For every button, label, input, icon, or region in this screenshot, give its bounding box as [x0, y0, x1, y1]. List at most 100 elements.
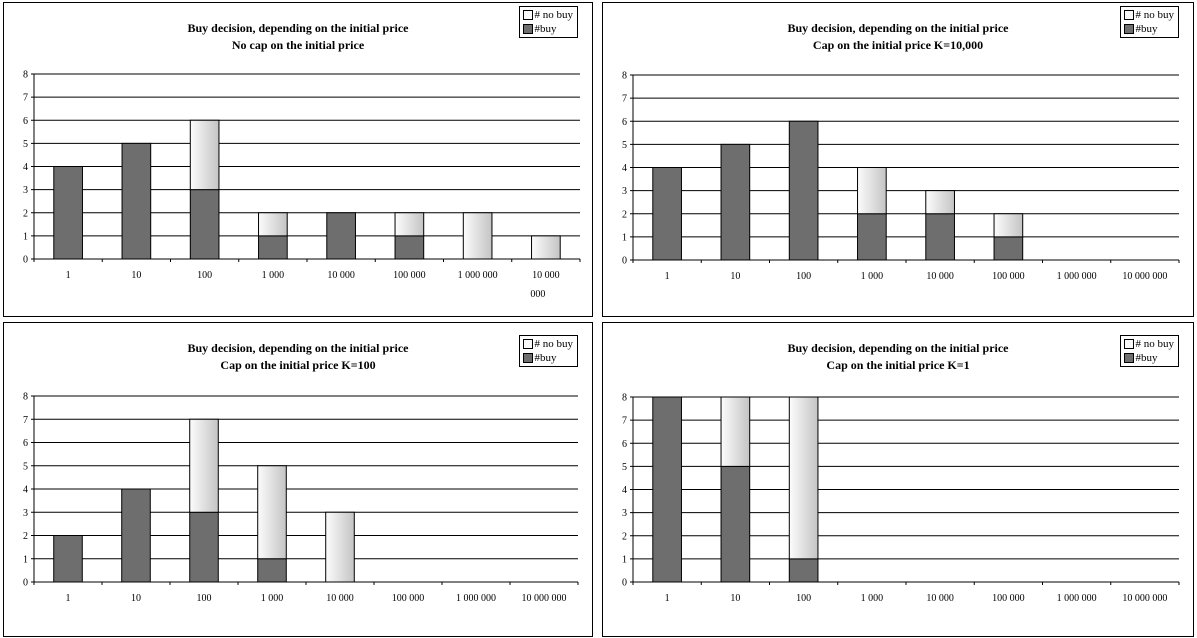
x-tick-label: 10 000	[326, 593, 354, 604]
x-tick-label: 1 000 000	[1057, 271, 1097, 282]
bar-buy	[858, 214, 887, 260]
y-tick-label: 4	[622, 485, 627, 496]
y-tick-label: 7	[23, 93, 28, 104]
x-tick-label: 1 000 000	[1057, 593, 1097, 604]
y-tick-label: 1	[622, 554, 627, 565]
y-tick-label: 5	[622, 140, 627, 151]
x-tick-label: 10 000	[532, 270, 560, 281]
bar-no-buy	[721, 397, 750, 466]
x-tick-label: 1	[66, 593, 71, 604]
x-tick-label: 1 000	[262, 270, 285, 281]
y-tick-label: 2	[23, 208, 28, 219]
y-tick-label: 1	[23, 554, 28, 565]
y-tick-label: 6	[23, 116, 28, 127]
bar-no-buy	[789, 397, 818, 559]
y-tick-label: 2	[622, 531, 627, 542]
y-tick-label: 6	[23, 438, 28, 449]
x-tick-label: 1	[66, 270, 71, 281]
bar-buy	[327, 213, 356, 259]
y-tick-label: 3	[23, 508, 28, 519]
bar-buy	[122, 489, 151, 582]
x-tick-label: 100 000	[992, 271, 1025, 282]
chart-panel-no-cap: Buy decision, depending on the initial p…	[3, 2, 593, 317]
bar-buy	[653, 168, 682, 261]
chart-panel-cap-10000: Buy decision, depending on the initial p…	[602, 2, 1194, 317]
bar-buy	[789, 559, 818, 582]
y-tick-label: 0	[23, 578, 28, 589]
y-tick-label: 0	[622, 578, 627, 589]
y-tick-label: 7	[622, 94, 627, 105]
y-tick-label: 2	[23, 531, 28, 542]
y-tick-label: 4	[23, 485, 28, 496]
x-tick-label: 1 000 000	[458, 270, 498, 281]
y-tick-label: 8	[622, 393, 627, 404]
bar-no-buy	[190, 120, 219, 189]
bar-buy	[190, 190, 219, 259]
y-tick-label: 0	[622, 256, 627, 267]
bar-no-buy	[532, 236, 561, 259]
x-tick-label: 100	[197, 270, 212, 281]
chart-plot: 0 1 2 3 4 5 6 7 8 1 10 100 1 000 10 000 100 000 1 000 0…	[4, 323, 594, 638]
x-tick-label: 100	[796, 593, 811, 604]
x-tick-label: 1 000 000	[456, 593, 496, 604]
x-tick-label: 1	[665, 593, 670, 604]
bar-buy	[258, 559, 287, 582]
bar-buy	[721, 466, 750, 582]
chart-plot: 0 1 2 3 4 5 6 7 8 1 10 100 1 000 10 000 100 000 1 000 0…	[603, 3, 1195, 318]
y-tick-label: 4	[23, 162, 28, 173]
bar-no-buy	[926, 191, 955, 214]
y-tick-label: 7	[23, 415, 28, 426]
x-tick-label: 100 000	[393, 270, 426, 281]
x-tick-label: 10 000	[926, 271, 954, 282]
y-tick-label: 3	[622, 186, 627, 197]
chart-plot: 0 1 2 3 4 5 6 7 8 1 10 100 1 000 10 000 100 000 1 000 0…	[603, 323, 1195, 638]
x-tick-label: 10 000 000	[522, 593, 567, 604]
x-tick-label: 1 000	[861, 593, 884, 604]
bar-no-buy	[994, 214, 1023, 237]
bar-no-buy	[258, 466, 287, 559]
bar-buy	[259, 236, 288, 259]
y-tick-label: 5	[622, 462, 627, 473]
bar-no-buy	[858, 168, 887, 214]
x-tick-label: 100 000	[992, 593, 1025, 604]
y-tick-label: 6	[622, 117, 627, 128]
bar-buy	[54, 167, 83, 260]
bar-no-buy	[259, 213, 288, 236]
x-tick-label: 1 000	[861, 271, 884, 282]
y-tick-label: 7	[622, 416, 627, 427]
chart-panel-cap-1: Buy decision, depending on the initial p…	[602, 322, 1194, 637]
y-tick-label: 8	[23, 392, 28, 403]
x-tick-label-continued: 000	[530, 289, 545, 300]
y-tick-label: 4	[622, 163, 627, 174]
x-tick-label: 1	[665, 271, 670, 282]
x-tick-label: 100 000	[392, 593, 425, 604]
x-tick-label: 10 000	[926, 593, 954, 604]
bar-no-buy	[463, 213, 492, 259]
x-tick-label: 10 000	[327, 270, 355, 281]
bar-no-buy	[326, 512, 355, 582]
x-tick-label: 10	[730, 593, 740, 604]
y-tick-label: 6	[622, 439, 627, 450]
bar-no-buy	[395, 213, 424, 236]
bar-buy	[190, 512, 219, 582]
x-tick-label: 1 000	[261, 593, 284, 604]
chart-panel-cap-100: Buy decision, depending on the initial p…	[3, 322, 593, 637]
y-tick-label: 2	[622, 209, 627, 220]
x-tick-label: 10 000 000	[1122, 271, 1167, 282]
bar-buy	[395, 236, 424, 259]
y-tick-label: 5	[23, 461, 28, 472]
x-tick-label: 100	[197, 593, 212, 604]
y-tick-label: 5	[23, 139, 28, 150]
y-tick-label: 1	[622, 232, 627, 243]
x-tick-label: 10	[131, 270, 141, 281]
bar-buy	[926, 214, 955, 260]
y-tick-label: 8	[23, 70, 28, 81]
bar-buy	[54, 536, 83, 583]
y-tick-label: 0	[23, 255, 28, 266]
chart-plot: 0 1 2 3 4 5 6 7 8 1 10 100 1 000 10 000 100 000 1 000 0…	[4, 3, 594, 318]
bar-buy	[653, 397, 682, 582]
y-tick-label: 3	[622, 508, 627, 519]
y-tick-label: 3	[23, 185, 28, 196]
bar-buy	[122, 143, 151, 259]
x-tick-label: 10 000 000	[1122, 593, 1167, 604]
